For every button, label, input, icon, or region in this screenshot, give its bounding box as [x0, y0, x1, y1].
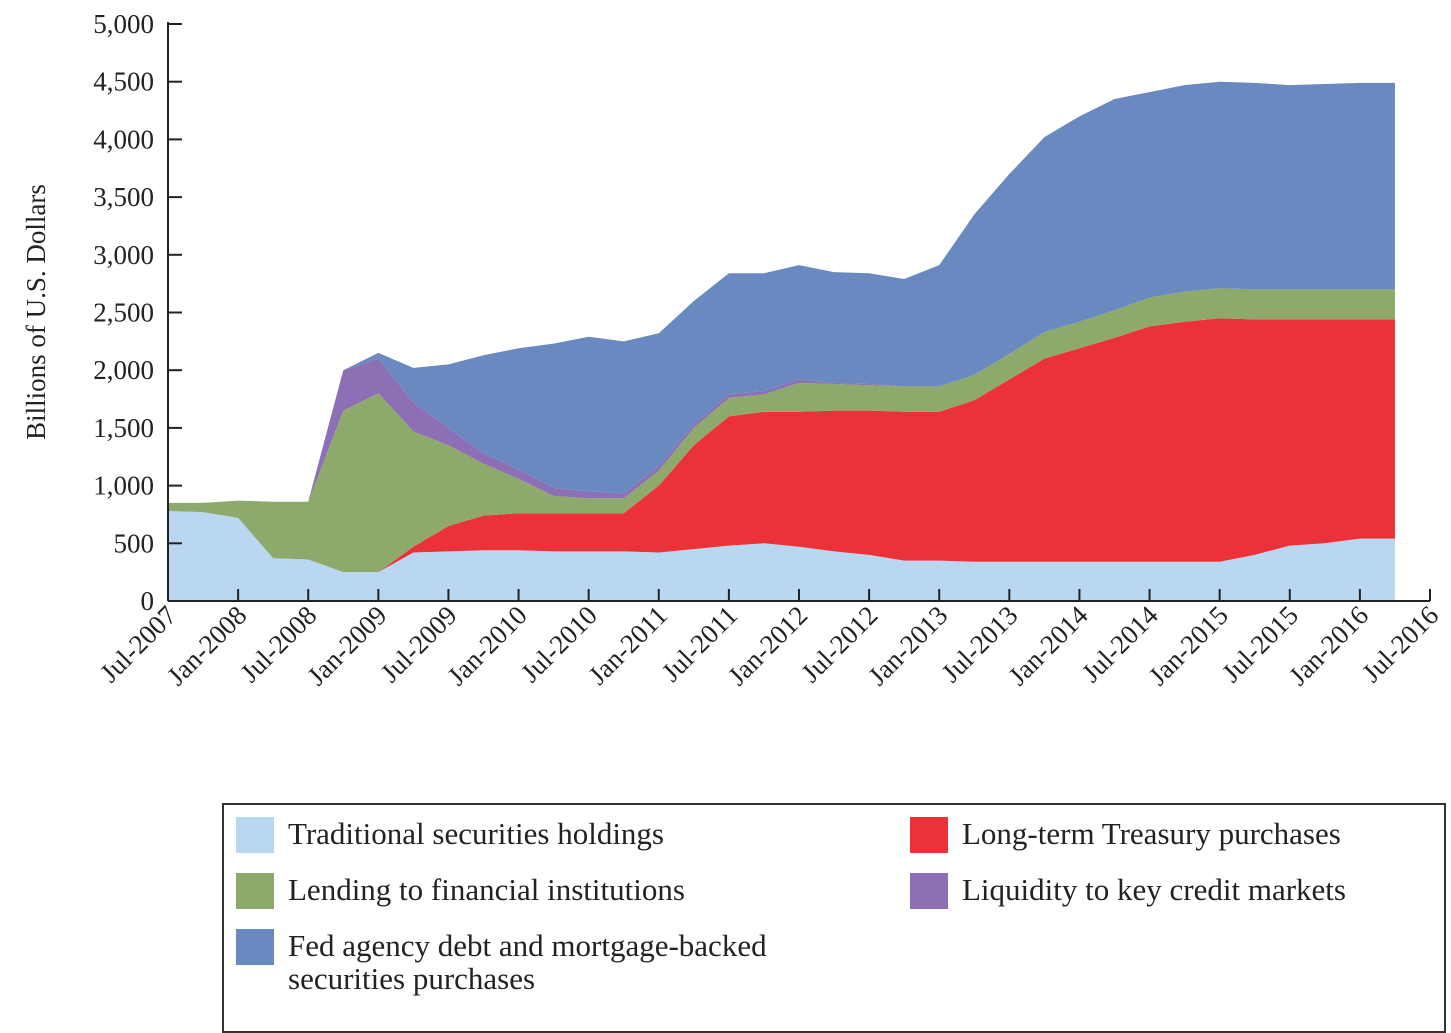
area — [168, 288, 1395, 503]
y-tick-label: 1,000 — [93, 471, 154, 501]
legend-swatch — [910, 817, 948, 853]
y-tick-label: 2,000 — [93, 355, 154, 385]
x-tick-label: Jan-2012 — [722, 600, 813, 691]
y-tick-label: 5,000 — [93, 9, 154, 39]
legend-swatch — [236, 929, 274, 965]
legend-label: Lending to financial institutions — [288, 872, 685, 907]
x-tick-label: Jan-2008 — [161, 600, 252, 691]
legend-item: Traditional securities holdings — [236, 817, 664, 853]
legend-label: Liquidity to key credit markets — [962, 872, 1346, 907]
area — [168, 510, 1395, 601]
y-axis-label: Billions of U.S. Dollars — [21, 184, 51, 440]
legend-swatch — [236, 873, 274, 909]
x-tick-label: Jul-2016 — [1356, 600, 1444, 688]
legend-label: Long-term Treasury purchases — [962, 816, 1341, 851]
x-tick-label: Jan-2009 — [301, 600, 392, 691]
legend-item: Fed agency debt and mortgage-backed secu… — [236, 929, 788, 995]
x-tick-label: Jan-2014 — [1002, 600, 1094, 692]
y-tick-label: 3,000 — [93, 240, 154, 270]
area — [168, 288, 1395, 573]
legend-swatch — [910, 873, 948, 909]
x-tick-label: Jan-2013 — [862, 600, 953, 691]
y-tick-label: 2,500 — [93, 298, 154, 328]
legend-item: Long-term Treasury purchases — [910, 817, 1341, 853]
legend-item: Liquidity to key credit markets — [910, 873, 1346, 909]
y-tick-label: 4,000 — [93, 124, 154, 154]
y-tick-label: 0 — [141, 586, 155, 616]
y-tick-label: 500 — [114, 528, 155, 558]
legend-swatch — [236, 817, 274, 853]
y-tick-label: 1,500 — [93, 413, 154, 443]
x-tick-label: Jan-2010 — [442, 600, 533, 691]
legend-label: Traditional securities holdings — [288, 816, 664, 851]
x-tick-label: Jan-2015 — [1143, 600, 1234, 691]
x-tick-label: Jan-2016 — [1283, 600, 1374, 691]
y-tick-label: 3,500 — [93, 182, 154, 212]
legend-label: Fed agency debt and mortgage-backed secu… — [288, 928, 767, 996]
area — [168, 318, 1395, 573]
chart: Billions of U.S. Dollars 0 500 1,000 1,500 2… — [21, 9, 1444, 692]
legend: Traditional securities holdings Long-term… — [222, 803, 1446, 1033]
x-tick-label: Jan-2011 — [583, 600, 673, 690]
legend-item: Lending to financial institutions — [236, 873, 685, 909]
area — [168, 81, 1395, 503]
y-tick-label: 4,500 — [93, 67, 154, 97]
